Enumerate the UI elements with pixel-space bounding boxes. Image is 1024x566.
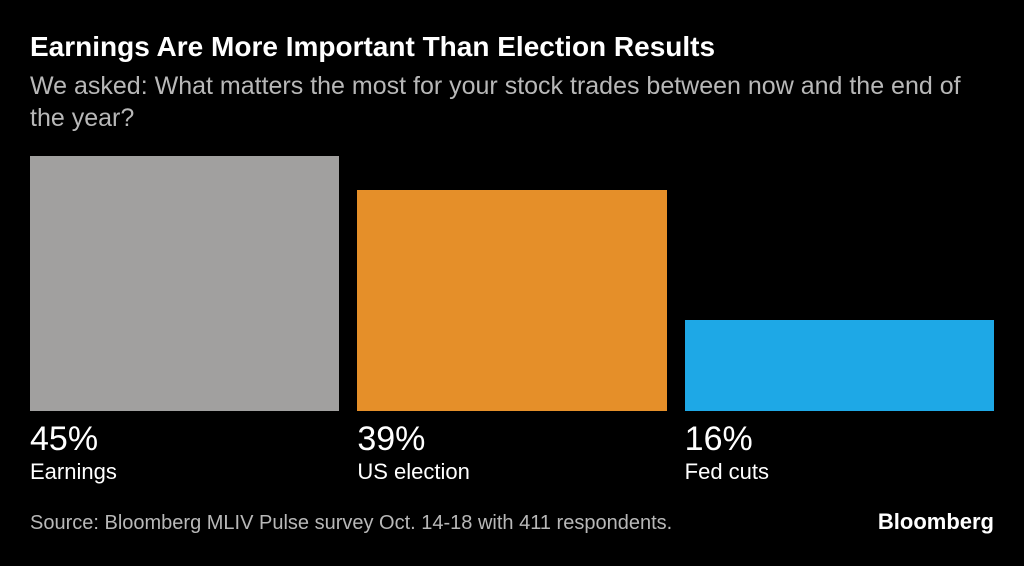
- bar-label-group: 16%Fed cuts: [685, 421, 994, 486]
- bar-column: [357, 190, 666, 411]
- bar-column: [30, 156, 339, 411]
- chart-title: Earnings Are More Important Than Electio…: [30, 30, 994, 64]
- bar-label-group: 45%Earnings: [30, 421, 339, 486]
- chart-bars: [30, 156, 994, 411]
- chart-footer: Source: Bloomberg MLIV Pulse survey Oct.…: [30, 509, 994, 535]
- chart-labels: 45%Earnings 39%US election 16%Fed cuts: [30, 421, 994, 486]
- bar-value: 45%: [30, 421, 339, 458]
- brand-logo: Bloomberg: [878, 509, 994, 535]
- bar-label-group: 39%US election: [357, 421, 666, 486]
- bar-category: Fed cuts: [685, 458, 994, 486]
- chart-canvas: Earnings Are More Important Than Electio…: [0, 0, 1024, 566]
- bar-category: US election: [357, 458, 666, 486]
- bar-category: Earnings: [30, 458, 339, 486]
- chart-source: Source: Bloomberg MLIV Pulse survey Oct.…: [30, 512, 672, 535]
- chart-subtitle: We asked: What matters the most for your…: [30, 70, 994, 134]
- bar-value: 16%: [685, 421, 994, 458]
- bar-value: 39%: [357, 421, 666, 458]
- bar-column: [685, 320, 994, 411]
- bar: [685, 320, 994, 411]
- bar: [30, 156, 339, 411]
- bar: [357, 190, 666, 411]
